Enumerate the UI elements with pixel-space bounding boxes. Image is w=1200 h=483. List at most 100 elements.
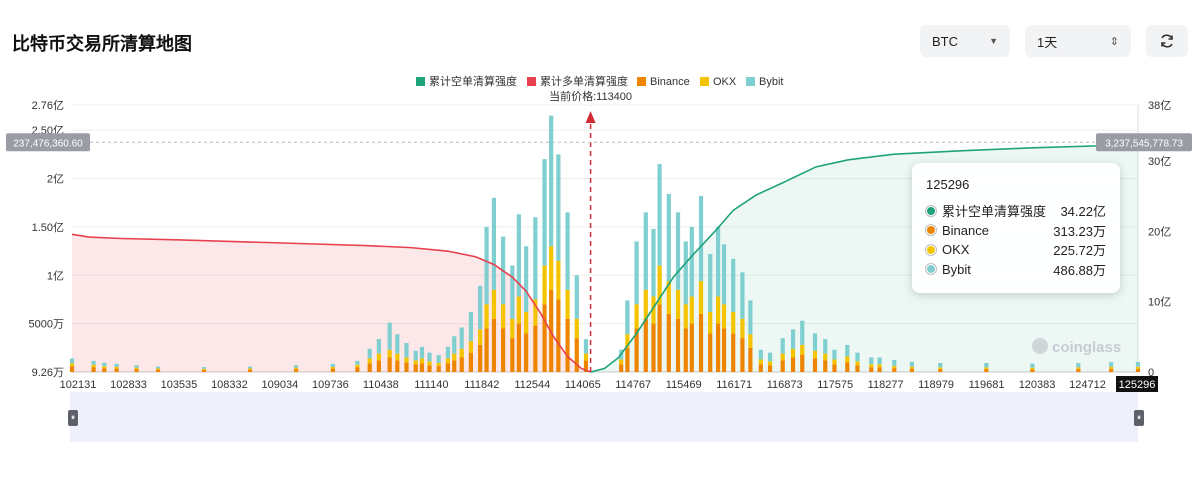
tooltip-label: 累计空单清算强度 — [942, 204, 1047, 220]
crosshair-left-badge — [6, 133, 90, 152]
bar-binance — [445, 363, 451, 372]
bar-bybit — [583, 339, 589, 354]
zoom-handle-left[interactable]: ⏸ — [68, 410, 78, 426]
bar-okx — [114, 366, 119, 369]
x-tick-label: 116873 — [767, 379, 803, 391]
bar-bybit — [468, 312, 474, 342]
bar-binance — [832, 364, 837, 372]
page-title: 比特币交易所清算地图 — [12, 34, 192, 55]
bar-okx — [367, 358, 372, 364]
crosshair-x-value: 125296 — [1119, 379, 1156, 391]
bar-okx — [984, 367, 989, 370]
bar-bybit — [155, 366, 161, 369]
legend-dot-icon — [926, 244, 936, 255]
bar-okx — [404, 357, 409, 363]
bar-binance — [625, 347, 630, 372]
x-tick-label: 102833 — [110, 379, 147, 391]
symbol-select[interactable]: BTC ▼ — [920, 25, 1010, 57]
legend-item: Bybit — [759, 76, 783, 88]
x-tick-label: 124712 — [1069, 379, 1106, 391]
zoom-handle-right[interactable]: ⏸ — [1134, 410, 1144, 426]
bar-binance — [387, 357, 392, 372]
bar-bybit — [419, 346, 425, 359]
bar-okx — [619, 359, 624, 365]
bar-okx — [201, 368, 207, 370]
bar-okx — [845, 356, 850, 363]
bar-okx — [698, 281, 704, 314]
bar-okx — [524, 312, 529, 334]
bar-bybit — [533, 217, 538, 300]
bar-binance — [909, 368, 915, 372]
bar-bybit — [524, 246, 529, 313]
bar-binance — [491, 318, 497, 372]
x-tick-label: 118277 — [868, 379, 904, 391]
x-tick-label: 110438 — [363, 379, 399, 391]
x-tick-label: 103535 — [161, 379, 198, 391]
bar-binance — [556, 299, 561, 372]
bar-binance — [102, 368, 107, 372]
bar-binance — [91, 367, 96, 372]
bar-okx — [413, 360, 418, 365]
legend-item: OKX — [713, 76, 737, 88]
bar-binance — [651, 323, 656, 372]
bar-binance — [134, 369, 139, 372]
y-tick-label: 1亿 — [47, 269, 64, 282]
tooltip-value: 486.88万 — [1053, 262, 1106, 278]
bar-binance — [683, 328, 688, 372]
bar-okx — [790, 348, 796, 358]
tooltip-row: Binance 313.23万 — [926, 221, 1106, 241]
bar-binance — [574, 338, 579, 372]
interval-select[interactable]: 1天 ⇕ — [1025, 25, 1131, 57]
bar-okx — [556, 260, 561, 300]
symbol-value: BTC — [932, 33, 958, 49]
bar-okx — [780, 353, 785, 361]
bar-okx — [436, 362, 441, 367]
bar-okx — [634, 304, 639, 329]
bar-binance — [800, 354, 805, 372]
bar-binance — [855, 365, 860, 372]
bar-bybit — [330, 363, 335, 367]
bar-binance — [675, 318, 681, 372]
legend-dot-icon — [926, 225, 936, 236]
chevron-down-icon: ▼ — [989, 36, 998, 46]
bar-okx — [909, 366, 915, 369]
bar-okx — [1030, 367, 1035, 370]
bar-okx — [583, 353, 589, 361]
refresh-button[interactable] — [1146, 25, 1188, 57]
bar-binance — [790, 357, 796, 372]
bar-bybit — [484, 226, 489, 305]
bar-binance — [293, 369, 299, 372]
bar-bybit — [675, 212, 681, 290]
legend-item: 累计多单清算强度 — [540, 74, 628, 88]
y-tick-label: 2亿 — [47, 173, 64, 186]
legend-swatch — [700, 77, 709, 86]
up-down-chevron-icon: ⇕ — [1109, 35, 1119, 48]
x-tick-label: 116171 — [716, 379, 752, 391]
bar-binance — [740, 338, 745, 372]
refresh-icon — [1161, 34, 1173, 48]
bar-okx — [478, 329, 483, 345]
bar-bybit — [800, 320, 805, 345]
bar-binance — [767, 365, 773, 372]
bar-okx — [102, 366, 107, 369]
bar-binance — [459, 357, 464, 372]
bar-bybit — [355, 360, 360, 365]
bar-okx — [491, 289, 497, 319]
bar-bybit — [823, 339, 828, 354]
bar-binance — [155, 369, 161, 372]
bar-okx — [134, 367, 139, 370]
bar-bybit — [134, 365, 139, 368]
zoom-slider[interactable] — [70, 392, 1138, 442]
current-price-arrow-icon — [585, 111, 596, 123]
bar-okx — [675, 289, 681, 319]
bar-okx — [565, 289, 570, 319]
bar-bybit — [869, 357, 874, 365]
bar-bybit — [102, 362, 107, 367]
bar-bybit — [938, 363, 943, 368]
x-tick-label: 102131 — [60, 379, 97, 391]
bar-okx — [767, 361, 773, 366]
bar-bybit — [69, 358, 75, 364]
watermark: coinglass — [1052, 339, 1121, 356]
bar-okx — [533, 299, 538, 326]
